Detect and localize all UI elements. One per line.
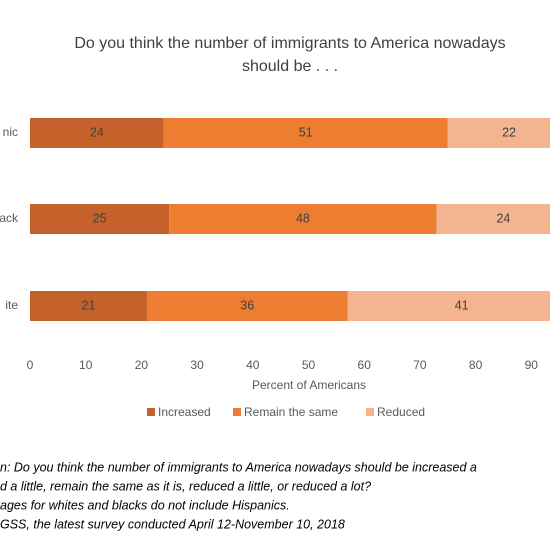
bar-segment [30,204,170,234]
value-label: 51 [299,125,313,139]
x-tick-label: 60 [358,358,372,372]
y-tick-label: nic [3,125,18,139]
bar-segment [163,118,448,148]
x-tick-label: 0 [27,358,34,372]
legend-swatch [366,408,374,416]
legend-label: Remain the same [244,405,338,419]
value-label: 48 [296,211,310,225]
bar-segment [146,291,348,321]
bar-segment [30,291,147,321]
legend-swatch [233,408,241,416]
chart-title: should be . . . [242,58,338,75]
value-label: 24 [496,211,510,225]
x-tick-label: 50 [302,358,316,372]
x-axis-label: Percent of Americans [252,378,366,392]
x-tick-label: 40 [246,358,260,372]
legend-label: Increased [158,405,211,419]
footnote: d a little, remain the same as it is, re… [0,479,371,493]
footnote: GSS, the latest survey conducted April 1… [0,517,345,531]
value-label: 24 [90,125,104,139]
value-label: 25 [93,211,107,225]
legend-label: Reduced [377,405,425,419]
x-tick-label: 20 [135,358,149,372]
chart-title: Do you think the number of immigrants to… [74,35,505,52]
footnote: ages for whites and blacks do not includ… [0,498,290,512]
bar-segment [169,204,437,234]
bar-segment [447,118,550,148]
bar-segment [347,291,550,321]
legend-swatch [147,408,155,416]
bar-segment [30,118,164,148]
x-tick-label: 70 [413,358,427,372]
x-tick-label: 80 [469,358,483,372]
x-tick-label: 30 [190,358,204,372]
value-label: 22 [502,125,516,139]
bar-segment [436,204,550,234]
y-tick-label: ack [0,211,19,225]
value-label: 36 [240,298,254,312]
x-tick-label: 10 [79,358,93,372]
value-label: 41 [455,298,469,312]
footnote: n: Do you think the number of immigrants… [0,460,477,474]
x-tick-label: 90 [525,358,539,372]
y-tick-label: ite [5,298,18,312]
value-label: 21 [82,298,96,312]
